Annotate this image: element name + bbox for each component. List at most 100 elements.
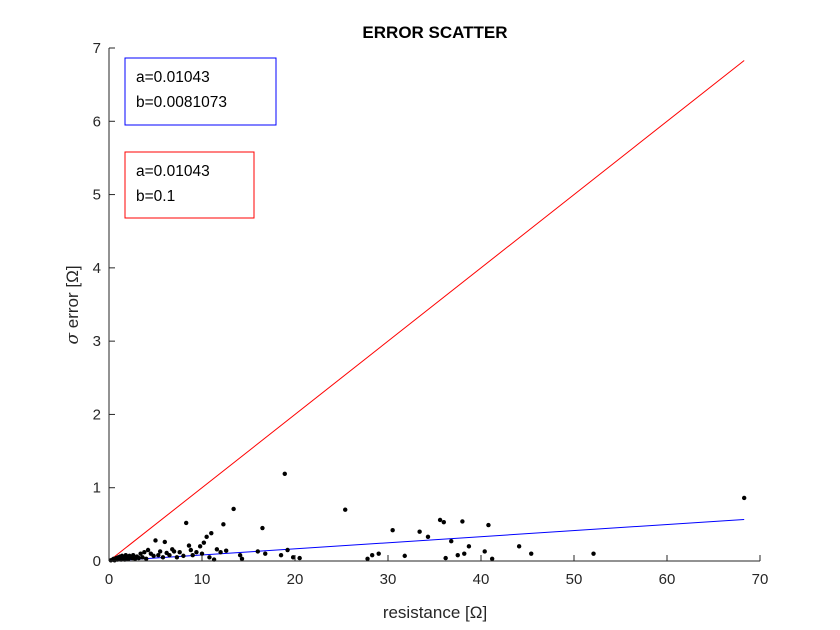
- scatter-point: [174, 555, 180, 560]
- scatter-point: [221, 522, 226, 527]
- fit-lines: [108, 60, 745, 562]
- scatter-point: [369, 552, 375, 558]
- scatter-point: [482, 549, 487, 554]
- y-tick-label: 7: [93, 40, 101, 57]
- scatter-point: [460, 519, 465, 524]
- scatter-point: [365, 556, 370, 561]
- plot-area: [108, 60, 747, 563]
- y-axis-ticks: 0 1 2 3 4 5 6 7: [93, 40, 115, 570]
- blue-fit-line: [108, 518, 745, 562]
- scatter-point: [402, 553, 407, 559]
- x-tick-label: 60: [659, 571, 676, 588]
- scatter-point: [186, 543, 192, 548]
- scatter-point: [177, 550, 182, 555]
- scatter-point: [741, 495, 747, 501]
- y-axis-label: σ error [Ω]: [63, 265, 83, 344]
- scatter-point: [153, 538, 158, 543]
- x-axis-label: resistance [Ω]: [383, 603, 487, 622]
- scatter-point: [297, 555, 302, 561]
- y-tick-label: 4: [93, 260, 101, 277]
- red-fit-line: [108, 60, 745, 562]
- y-tick-label: 3: [93, 333, 101, 350]
- scatter-point: [466, 544, 472, 549]
- scatter-point: [194, 550, 199, 555]
- scatter-point: [239, 556, 245, 561]
- scatter-point: [516, 544, 522, 549]
- y-tick-label: 5: [93, 187, 101, 204]
- legend-text-line: b=0.0081073: [136, 94, 227, 111]
- scatter-point: [489, 556, 495, 561]
- scatter-point: [207, 555, 212, 560]
- scatter-point: [156, 552, 161, 558]
- x-tick-label: 0: [105, 571, 113, 588]
- scatter-point: [181, 553, 186, 559]
- scatter-point: [290, 555, 296, 560]
- scatter-point: [214, 547, 220, 552]
- legend-box-border: [124, 57, 277, 126]
- scatter-point: [486, 522, 491, 528]
- x-tick-label: 10: [194, 571, 211, 588]
- scatter-point: [278, 552, 284, 558]
- scatter-point: [204, 534, 209, 540]
- scatter-point: [529, 551, 534, 556]
- scatter-point: [425, 534, 431, 540]
- x-tick-label: 70: [752, 571, 769, 588]
- scatter-point: [223, 548, 229, 553]
- scatter-point: [151, 553, 156, 559]
- scatter-points: [108, 471, 747, 563]
- scatter-point: [390, 528, 395, 533]
- y-axis-label-text: error [Ω]: [63, 265, 82, 333]
- scatter-point: [130, 552, 136, 558]
- scatter-point: [138, 551, 143, 556]
- scatter-point: [263, 551, 268, 556]
- scatter-point: [144, 556, 149, 561]
- scatter-point: [201, 540, 207, 545]
- y-tick-label: 0: [93, 553, 101, 570]
- scatter-point: [197, 544, 203, 549]
- scatter-point: [260, 525, 265, 531]
- y-tick-label: 6: [93, 113, 101, 130]
- scatter-point: [162, 539, 167, 545]
- y-tick-label: 2: [93, 406, 101, 423]
- scatter-point: [160, 555, 166, 560]
- scatter-point: [183, 520, 189, 526]
- scatter-point: [443, 555, 448, 561]
- scatter-point: [199, 551, 205, 556]
- x-axis-ticks: 0 10 20 30 40 50 60 70: [105, 555, 769, 588]
- scatter-point: [171, 549, 177, 554]
- scatter-point: [190, 552, 195, 558]
- legend-text-line: b=0.1: [136, 188, 175, 205]
- scatter-point: [188, 547, 194, 553]
- x-tick-label: 30: [380, 571, 397, 588]
- legend-text-line: a=0.01043: [136, 69, 210, 86]
- scatter-point: [282, 471, 287, 476]
- scatter-point: [255, 549, 260, 554]
- scatter-point: [142, 550, 147, 555]
- y-axis-label-symbol: σ: [63, 333, 83, 345]
- legend-boxes: a=0.01043 b=0.0081073 a=0.01043 b=0.1: [124, 57, 277, 219]
- scatter-point: [237, 552, 243, 558]
- scatter-point: [449, 539, 454, 544]
- scatter-point: [231, 506, 236, 512]
- x-tick-label: 40: [473, 571, 490, 588]
- chart-title: ERROR SCATTER: [362, 23, 507, 42]
- scatter-point: [218, 550, 223, 555]
- axes: 0 10 20 30 40 50 60 70 0 1 2 3 4 5 6 7: [93, 40, 769, 588]
- scatter-point: [462, 551, 467, 556]
- legend-box-border: [124, 151, 255, 219]
- scatter-point: [140, 555, 145, 560]
- legend-box-1: a=0.01043 b=0.0081073: [124, 57, 277, 126]
- x-tick-label: 20: [287, 571, 304, 588]
- scatter-point: [145, 547, 151, 553]
- scatter-point: [167, 552, 172, 558]
- scatter-point: [376, 551, 381, 556]
- scatter-point: [455, 552, 460, 558]
- scatter-point: [441, 519, 446, 525]
- scatter-point: [157, 549, 163, 554]
- y-tick-label: 1: [93, 480, 101, 497]
- legend-box-2: a=0.01043 b=0.1: [124, 151, 255, 219]
- scatter-point: [209, 530, 214, 536]
- legend-text-line: a=0.01043: [136, 163, 210, 180]
- scatter-point: [417, 529, 422, 534]
